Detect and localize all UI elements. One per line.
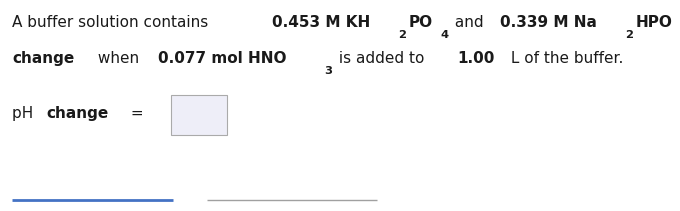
Text: change: change — [12, 51, 75, 66]
Text: pH: pH — [12, 106, 38, 121]
Text: and: and — [450, 15, 489, 30]
Text: 0.453 M KH: 0.453 M KH — [272, 15, 370, 30]
Text: HPO: HPO — [636, 15, 673, 30]
FancyBboxPatch shape — [171, 95, 227, 135]
Text: A buffer solution contains: A buffer solution contains — [12, 15, 214, 30]
Text: 4: 4 — [440, 30, 448, 40]
Text: 3: 3 — [324, 66, 332, 76]
Text: 1.00: 1.00 — [458, 51, 495, 66]
Text: 2: 2 — [398, 30, 407, 40]
Text: PO: PO — [409, 15, 433, 30]
Text: 0.077 mol HNO: 0.077 mol HNO — [158, 51, 287, 66]
Text: 0.339 M Na: 0.339 M Na — [500, 15, 597, 30]
Text: change: change — [46, 106, 108, 121]
Text: =: = — [126, 106, 144, 121]
Text: L of the buffer.: L of the buffer. — [506, 51, 623, 66]
Text: when: when — [92, 51, 143, 66]
Text: 2: 2 — [625, 30, 633, 40]
Text: is added to: is added to — [335, 51, 430, 66]
